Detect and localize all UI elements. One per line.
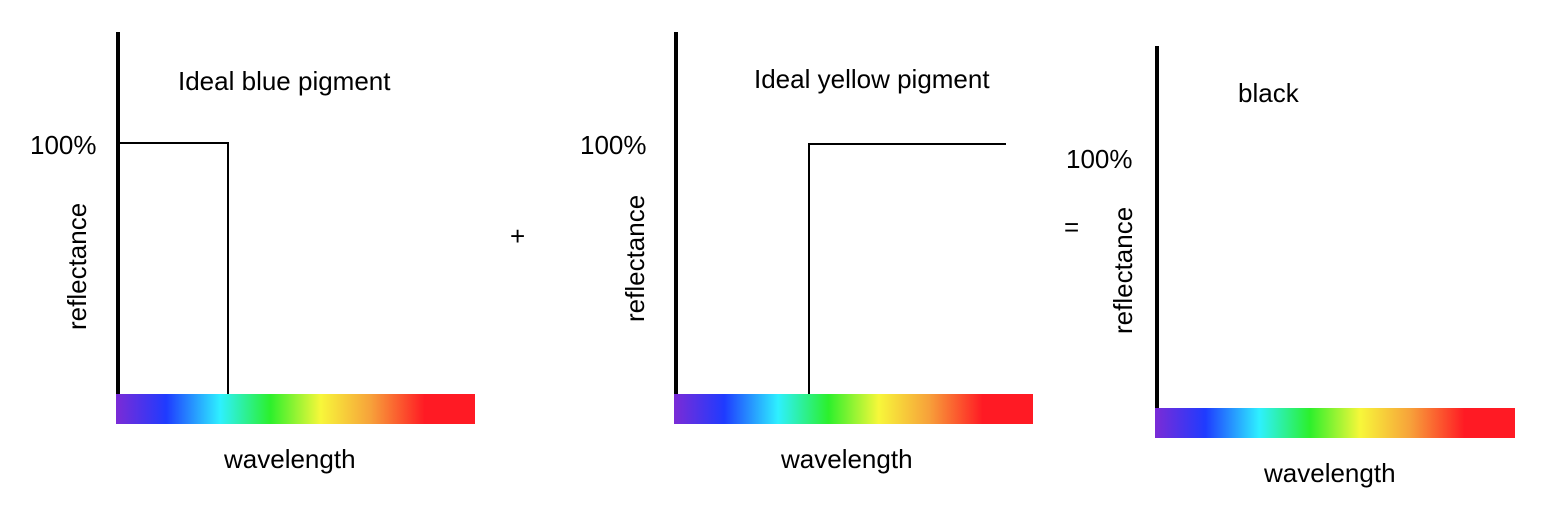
y-axis-label: reflectance (62, 202, 92, 330)
x-axis-label: wavelength (1264, 458, 1396, 488)
percent-label: 100% (1066, 144, 1133, 174)
y-axis (1155, 46, 1159, 412)
percent-label: 100% (30, 130, 97, 160)
x-axis-label: wavelength (781, 444, 913, 474)
percent-label: 100% (580, 130, 647, 160)
reflectance-top-line (119, 142, 229, 144)
y-axis (116, 32, 120, 398)
panel-title: Ideal yellow pigment (754, 64, 990, 94)
panel-title: Ideal blue pigment (178, 66, 391, 96)
panel-title: black (1238, 78, 1299, 108)
reflectance-drop-line (227, 142, 229, 396)
y-axis-label: reflectance (620, 194, 650, 322)
equals-sign: = (1064, 212, 1080, 242)
reflectance-top-line (808, 143, 1006, 145)
wavelength-spectrum-bar (674, 394, 1033, 424)
y-axis (674, 32, 678, 398)
reflectance-rise-line (808, 143, 810, 396)
y-axis-label: reflectance (1108, 206, 1138, 334)
x-axis-label: wavelength (224, 444, 356, 474)
wavelength-spectrum-bar (116, 394, 475, 424)
wavelength-spectrum-bar (1155, 408, 1515, 438)
plus-sign: + (510, 221, 526, 251)
